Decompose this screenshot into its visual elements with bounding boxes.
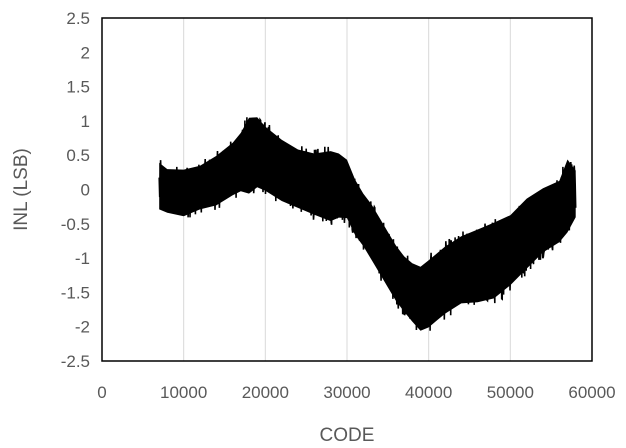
y-tick-label: 0.5 [66,146,90,165]
inl-line-series [158,117,577,331]
x-tick-label: 50000 [487,383,534,402]
y-axis-title: INL (LSB) [11,148,32,231]
plot-area-border [101,17,593,362]
y-tick-label: 1 [81,112,90,131]
y-tick-label: 1.5 [66,78,90,97]
y-tick-label: -1.5 [61,283,90,302]
x-tick-label: 60000 [568,383,615,402]
x-axis-title: CODE [320,425,375,446]
x-tick-label: 30000 [323,383,370,402]
y-tick-label: 2 [81,43,90,62]
x-tick-label: 20000 [242,383,289,402]
y-tick-label: -0.5 [61,215,90,234]
x-tick-label: 0 [97,383,106,402]
y-tick-label: -2 [75,318,90,337]
y-tick-label: -2.5 [61,352,90,371]
inl-data-trace [158,117,577,331]
y-tick-label: 2.5 [66,9,90,28]
x-axis-tick-labels: 0 10000 20000 30000 40000 50000 60000 [97,383,615,402]
x-tick-label: 10000 [160,383,207,402]
y-tick-label: -1 [75,249,90,268]
y-axis-tick-labels: 2.5 2 1.5 1 0.5 0 -0.5 -1 -1.5 -2 -2.5 [61,9,90,371]
x-tick-label: 40000 [405,383,452,402]
y-tick-label: 0 [81,181,90,200]
